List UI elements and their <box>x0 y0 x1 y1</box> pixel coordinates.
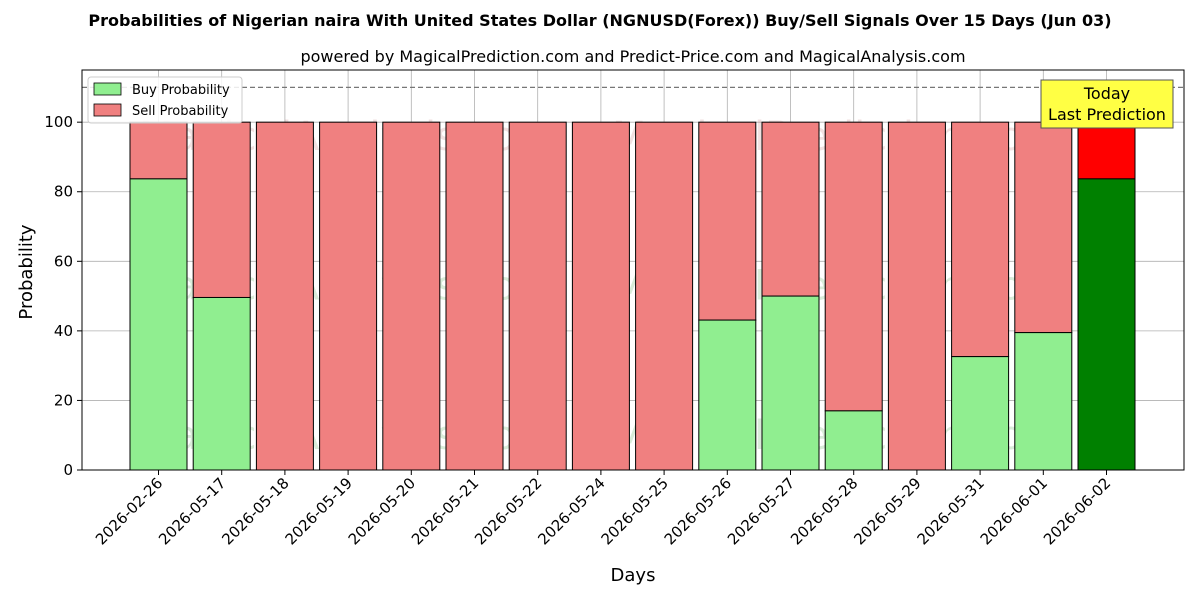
x-tick-label: 2026-05-19 <box>282 474 356 548</box>
sell-bar <box>951 121 1010 358</box>
x-axis-label: Days <box>611 565 656 586</box>
sell-bar <box>129 121 188 180</box>
legend-label-sell: Sell Probability <box>132 104 229 119</box>
sell-bar <box>635 121 694 471</box>
sell-bar <box>255 121 314 471</box>
today-annotation: Today Last Prediction <box>1040 79 1174 129</box>
x-tick-label: 2026-02-26 <box>92 474 166 548</box>
sell-bar <box>824 121 883 412</box>
x-tick-label: 2026-05-29 <box>850 474 924 548</box>
buy-bar <box>824 410 883 471</box>
x-tick-label: 2026-05-26 <box>661 474 735 548</box>
x-tick-label: 2026-05-17 <box>155 474 229 548</box>
x-tick-label: 2026-05-24 <box>534 474 608 548</box>
sell-bar <box>1077 121 1136 180</box>
buy-bar <box>129 178 188 471</box>
y-tick-label: 40 <box>54 322 73 340</box>
buy-bar <box>1014 332 1073 471</box>
y-tick-label: 20 <box>54 391 73 409</box>
buy-bar <box>761 295 820 471</box>
sell-bar <box>761 121 820 297</box>
today-box <box>1040 79 1174 129</box>
today-label: Today <box>1083 84 1130 103</box>
sell-bar <box>698 121 757 321</box>
x-tick-label: 2026-05-25 <box>598 474 672 548</box>
buy-bar <box>698 319 757 471</box>
sell-bar <box>1014 121 1073 334</box>
plot-area: MagicalAnalysis.comMagicalPrediction.com… <box>44 69 1185 548</box>
sell-bar <box>382 121 441 471</box>
chart-title: Probabilities of Nigerian naira With Uni… <box>88 11 1111 30</box>
x-tick-label: 2026-05-27 <box>724 474 798 548</box>
chart-subtitle: powered by MagicalPrediction.com and Pre… <box>300 47 965 66</box>
x-tick-label: 2026-05-31 <box>914 474 988 548</box>
y-tick-label: 60 <box>54 252 73 270</box>
y-tick-label: 0 <box>63 461 73 479</box>
sell-bar <box>319 121 378 471</box>
x-tick-label: 2026-05-22 <box>471 474 545 548</box>
x-tick-label: 2026-06-02 <box>1040 474 1114 548</box>
x-tick-label: 2026-05-21 <box>408 474 482 548</box>
buy-bar <box>192 296 251 471</box>
buy-bar <box>1077 178 1136 471</box>
buy-bar <box>951 356 1010 471</box>
plot-frame <box>81 69 1185 471</box>
x-tick-label: 2026-05-28 <box>787 474 861 548</box>
sell-bar <box>571 121 630 471</box>
legend-swatch-sell <box>93 103 122 117</box>
x-tick-label: 2026-05-20 <box>345 474 419 548</box>
sell-bar <box>192 121 251 298</box>
sell-bar <box>508 121 567 471</box>
x-tick-label: 2026-06-01 <box>977 474 1051 548</box>
y-tick-label: 80 <box>54 183 73 201</box>
legend-label-buy: Buy Probability <box>132 83 230 98</box>
sell-bar <box>887 121 946 471</box>
last-prediction-label: Last Prediction <box>1048 105 1166 124</box>
y-tick-label: 100 <box>44 113 73 131</box>
sell-bar <box>445 121 504 471</box>
legend-swatch-buy <box>93 82 122 96</box>
legend-box <box>87 76 243 124</box>
x-tick-label: 2026-05-18 <box>218 474 292 548</box>
y-axis-label: Probability <box>16 224 37 319</box>
legend: Buy Probability Sell Probability <box>87 76 243 124</box>
